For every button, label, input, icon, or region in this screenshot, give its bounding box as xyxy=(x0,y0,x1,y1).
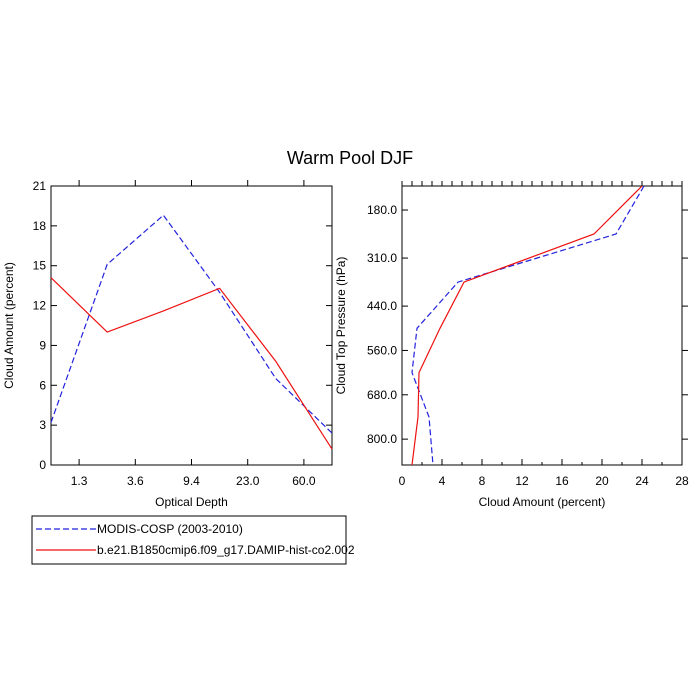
x-tick-label-1: 60.0 xyxy=(292,474,316,488)
x-tick-label-2: 24 xyxy=(635,474,649,488)
y-axis-label-1: Cloud Amount (percent) xyxy=(2,262,16,389)
y-tick-label-1: 6 xyxy=(39,378,46,392)
series-line-modis-1 xyxy=(50,214,333,434)
y-tick-label-1: 0 xyxy=(39,458,46,472)
x-tick-label-1: 23.0 xyxy=(236,474,260,488)
y-tick-label-2: 680.0 xyxy=(367,388,397,402)
x-tick-label-2: 20 xyxy=(595,474,609,488)
x-tick-label-1: 9.4 xyxy=(183,474,200,488)
x-axis-label-2: Cloud Amount (percent) xyxy=(479,495,606,509)
x-tick-label-1: 1.3 xyxy=(71,474,88,488)
y-tick-label-2: 440.0 xyxy=(367,299,397,313)
y-tick-label-1: 3 xyxy=(39,418,46,432)
y-tick-label-2: 180.0 xyxy=(367,203,397,217)
legend-label-model: b.e21.B1850cmip6.f09_g17.DAMIP-hist-co2.… xyxy=(97,543,355,557)
y-tick-label-2: 560.0 xyxy=(367,343,397,357)
y-tick-label-1: 9 xyxy=(39,338,46,352)
y-tick-label-1: 12 xyxy=(33,299,47,313)
x-tick-label-2: 4 xyxy=(439,474,446,488)
legend: MODIS-COSP (2003-2010) b.e21.B1850cmip6.… xyxy=(31,515,355,565)
x-tick-label-2: 28 xyxy=(675,474,689,488)
y-tick-label-1: 15 xyxy=(33,259,47,273)
x-tick-label-1: 3.6 xyxy=(127,474,144,488)
series-line-model-2 xyxy=(411,185,643,466)
x-tick-label-2: 12 xyxy=(515,474,529,488)
y-tick-label-2: 310.0 xyxy=(367,251,397,265)
y-tick-label-2: 800.0 xyxy=(367,432,397,446)
chart-title: Warm Pool DJF xyxy=(287,148,413,168)
plot-frame-2 xyxy=(401,185,683,466)
optical-depth-panel: 0 3 6 9 12 15 18 21 1.3 3.6 9.4 23.0 60.0 Optical Dep… xyxy=(2,179,333,509)
series-line-modis-2 xyxy=(411,185,645,466)
y-tick-label-1: 18 xyxy=(33,219,47,233)
x-axis-label-1: Optical Depth xyxy=(155,495,228,509)
y-tick-label-1: 21 xyxy=(33,179,47,193)
plot-frame-1 xyxy=(50,185,333,466)
x-tick-label-2: 0 xyxy=(399,474,406,488)
x-tick-label-2: 16 xyxy=(555,474,569,488)
legend-label-modis: MODIS-COSP (2003-2010) xyxy=(97,522,243,536)
pressure-panel: 0 4 8 12 16 20 24 28 180.0 310.0 440.0 560.0 680.0 80… xyxy=(334,181,689,509)
legend-box xyxy=(31,515,347,565)
y-axis-label-2: Cloud Top Pressure (hPa) xyxy=(334,257,348,395)
series-line-model-1 xyxy=(50,277,333,450)
x-tick-label-2: 8 xyxy=(479,474,486,488)
